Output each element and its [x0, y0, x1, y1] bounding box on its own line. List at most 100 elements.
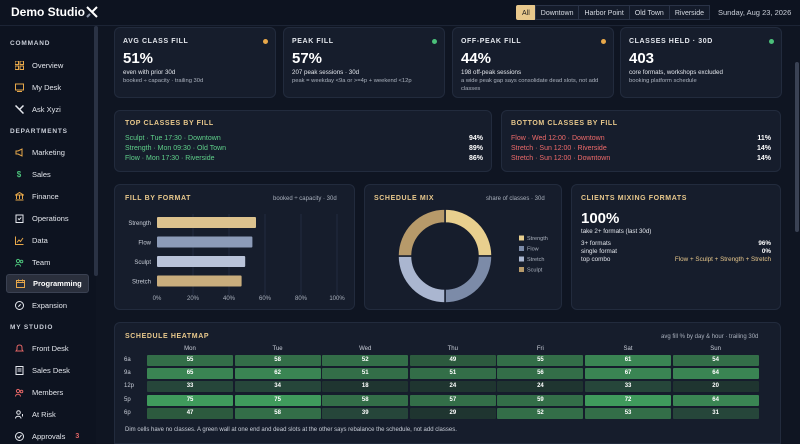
heatmap-cell[interactable]: 72	[585, 394, 672, 406]
sidebar-item-at-risk[interactable]: At Risk	[6, 405, 89, 424]
heatmap-cell[interactable]: 55	[147, 355, 234, 366]
heatmap-cell[interactable]: 51	[409, 368, 496, 380]
heatmap-cell[interactable]: 34	[234, 381, 321, 393]
heatmap-cell[interactable]: 75	[234, 394, 321, 406]
heatmap-cell[interactable]: 49	[409, 355, 496, 366]
heatmap-cell[interactable]: 39	[322, 407, 409, 419]
location-riverside[interactable]: Riverside	[668, 5, 711, 20]
sidebar-item-sales-desk[interactable]: Sales Desk	[6, 361, 89, 380]
heatmap-cell[interactable]: 75	[147, 394, 234, 406]
sidebar-item-programming[interactable]: Programming	[6, 274, 89, 293]
location-downtown[interactable]: Downtown	[534, 5, 580, 20]
sidebar-item-front-desk[interactable]: Front Desk	[6, 339, 89, 358]
clients-mixing-title: CLIENTS MIXING FORMATS	[581, 195, 688, 202]
metric-label: 3+ formats	[581, 240, 611, 247]
heatmap-cell[interactable]: 33	[585, 381, 672, 393]
heatmap-cell[interactable]: 20	[672, 381, 759, 393]
list-item[interactable]: Flow · Mon 17:30 · Riverside 86%	[125, 155, 483, 162]
bar-flow[interactable]	[157, 236, 253, 248]
bottom-classes-title: BOTTOM CLASSES BY FILL	[511, 120, 618, 127]
heatmap-cell[interactable]: 31	[672, 407, 759, 419]
slice-sculpt[interactable]	[397, 208, 446, 257]
bar-stretch[interactable]	[157, 275, 242, 287]
kpi-card-classes-held: CLASSES HELD · 30D 403 core formats, wor…	[620, 27, 782, 98]
sidebar-item-data[interactable]: Data	[6, 231, 89, 250]
sidebar-item-my-desk[interactable]: My Desk	[6, 78, 89, 97]
sidebar-item-ask-xyzi[interactable]: Ask Xyzi	[6, 100, 89, 119]
heatmap-cell[interactable]: 52	[322, 355, 409, 366]
heatmap-cell[interactable]: 59	[497, 394, 584, 406]
heatmap-cell[interactable]: 61	[585, 355, 672, 366]
bar-strength[interactable]	[157, 217, 256, 228]
heatmap-cell[interactable]: 57	[409, 394, 496, 406]
heatmap-cell[interactable]: 64	[672, 394, 759, 406]
heatmap-cell[interactable]: 24	[409, 381, 496, 393]
slice-flow[interactable]	[444, 255, 493, 304]
legend-swatch	[519, 235, 524, 241]
heatmap-cell[interactable]: 58	[234, 355, 321, 366]
metric-label: top combo	[581, 256, 611, 263]
slice-strength[interactable]	[444, 208, 493, 257]
sidebar-section-command: COMMAND	[10, 40, 51, 47]
heatmap-cell[interactable]: 58	[322, 394, 409, 406]
heatmap-hour-label: 9a	[124, 370, 131, 377]
sidebar-item-label: Front Desk	[32, 344, 69, 353]
heatmap-cell[interactable]: 65	[147, 368, 234, 380]
brand-logo-icon	[86, 6, 98, 18]
list-item[interactable]: Sculpt · Tue 17:30 · Downtown 94%	[125, 135, 483, 142]
class-fill-pct: 11%	[757, 135, 771, 142]
sidebar-item-operations[interactable]: Operations	[6, 209, 89, 228]
sidebar-item-overview[interactable]: Overview	[6, 56, 89, 75]
class-fill-pct: 14%	[756, 155, 771, 162]
heatmap-cell[interactable]: 56	[497, 368, 584, 380]
sidebar-item-members[interactable]: Members	[6, 383, 89, 402]
sidebar-item-team[interactable]: Team	[6, 253, 89, 272]
location-harbor-point[interactable]: Harbor Point	[578, 5, 630, 20]
bar-sculpt[interactable]	[157, 256, 246, 267]
x-tick-label: 100%	[329, 296, 345, 302]
heatmap-cell[interactable]: 58	[234, 407, 321, 419]
heatmap-cell[interactable]: 24	[497, 381, 584, 393]
heatmap-cell[interactable]: 51	[322, 368, 409, 380]
sidebar-item-marketing[interactable]: Marketing	[6, 143, 89, 162]
dollar-icon: $	[16, 170, 22, 179]
heatmap-cell[interactable]: 55	[497, 355, 584, 366]
class-fill-pct: 86%	[468, 155, 483, 162]
class-label: Sculpt · Tue 17:30 · Downtown	[125, 135, 221, 142]
heatmap-cell[interactable]: 18	[322, 381, 409, 393]
heatmap-cell[interactable]: 62	[234, 368, 321, 380]
status-dot	[601, 39, 606, 44]
sidebar-item-expansion[interactable]: Expansion	[6, 296, 89, 315]
list-item[interactable]: Strength · Mon 09:30 · Old Town 89%	[125, 145, 483, 152]
list-item[interactable]: Flow · Wed 12:00 · Downtown 11%	[511, 135, 771, 142]
heatmap-cell[interactable]: 54	[672, 355, 759, 366]
heatmap-cell[interactable]: 33	[147, 381, 234, 393]
sidebar-item-label: At Risk	[32, 410, 56, 419]
sidebar-item-approvals[interactable]: Approvals 3	[6, 427, 89, 444]
heatmap-cell[interactable]: 29	[409, 407, 496, 419]
location-all[interactable]: All	[516, 5, 536, 20]
location-filter: All Downtown Harbor Point Old Town River…	[516, 5, 711, 20]
heatmap-cell[interactable]: 53	[585, 407, 672, 419]
heatmap-cell[interactable]: 47	[147, 407, 234, 419]
sidebar-item-label: Operations	[32, 214, 69, 223]
location-old-town[interactable]: Old Town	[628, 5, 670, 20]
heatmap-cell[interactable]: 64	[672, 368, 759, 380]
sidebar-item-finance[interactable]: Finance	[6, 187, 89, 206]
sidebar-scrollbar[interactable]	[94, 26, 98, 276]
heatmap-cell[interactable]: 67	[585, 368, 672, 380]
slice-stretch[interactable]	[397, 255, 446, 304]
sidebar-item-sales[interactable]: $ Sales	[6, 165, 89, 184]
clients-mixing-value: 100%	[581, 210, 620, 227]
class-label: Strength · Mon 09:30 · Old Town	[125, 145, 227, 152]
class-label: Stretch · Sun 12:00 · Downtown	[511, 155, 611, 162]
kpi-value: 51%	[123, 50, 154, 67]
main-scrollbar[interactable]	[795, 62, 799, 232]
list-item[interactable]: Stretch · Sun 12:00 · Riverside 14%	[511, 145, 771, 152]
category-label: Strength	[128, 221, 151, 227]
current-date: Sunday, Aug 23, 2026	[718, 8, 792, 17]
top-classes-card: TOP CLASSES BY FILL Sculpt · Tue 17:30 ·…	[114, 110, 492, 172]
list-item[interactable]: Stretch · Sun 12:00 · Downtown 14%	[511, 155, 771, 162]
heatmap-day-label: Fri	[536, 346, 544, 352]
heatmap-cell[interactable]: 52	[497, 407, 584, 419]
